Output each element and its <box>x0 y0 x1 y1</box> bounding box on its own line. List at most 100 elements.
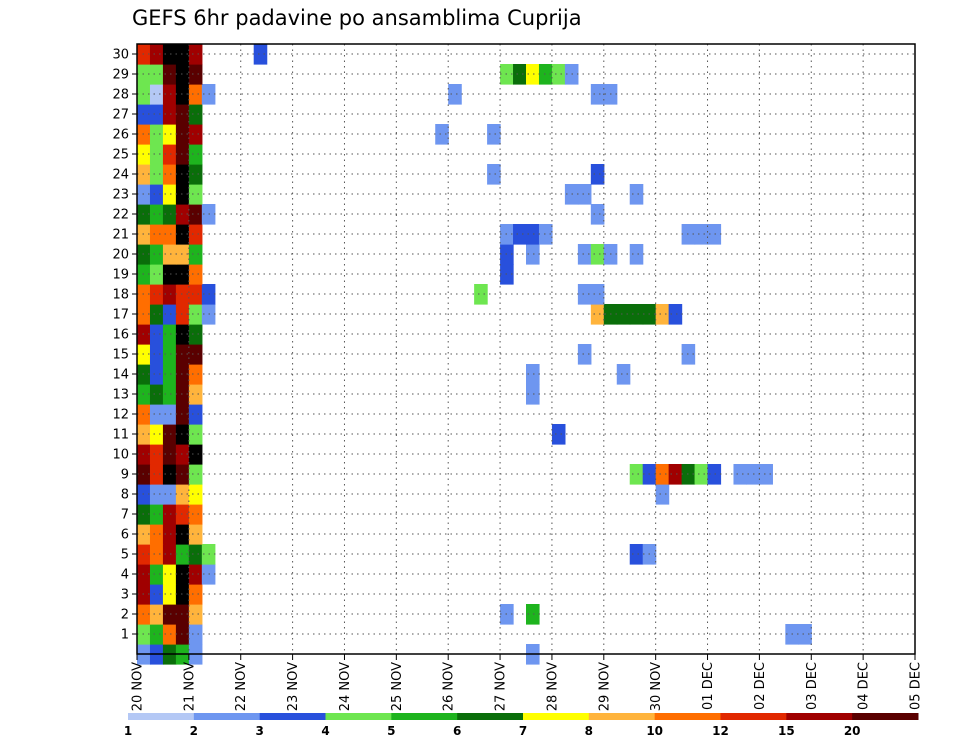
x-tick-label: 21 NOV <box>182 662 197 711</box>
heatmap-cell <box>162 384 177 405</box>
heatmap-cell <box>188 324 203 345</box>
heatmap-cell <box>162 344 177 365</box>
heatmap-cell <box>149 444 164 465</box>
heatmap-cell <box>162 364 177 385</box>
heatmap-cell <box>577 284 592 305</box>
heatmap-cell <box>162 544 177 565</box>
heatmap-cell <box>149 244 164 265</box>
heatmap-cell <box>538 224 553 245</box>
heatmap-cell <box>707 224 722 245</box>
heatmap-cell <box>162 604 177 625</box>
heatmap-cell <box>162 624 177 645</box>
y-tick-label: 8 <box>121 488 129 503</box>
colorbar-swatch <box>852 713 919 720</box>
heatmap-cell <box>577 244 592 265</box>
heatmap-cell <box>162 584 177 605</box>
heatmap-cell <box>435 124 449 145</box>
x-tick-label: 26 NOV <box>442 662 457 711</box>
y-tick-label: 30 <box>112 48 129 63</box>
heatmap-cell <box>149 44 164 65</box>
heatmap-cell <box>188 524 203 545</box>
x-tick-label: 28 NOV <box>545 662 560 711</box>
x-tick-label: 29 NOV <box>597 662 612 711</box>
heatmap-cell <box>149 304 164 325</box>
heatmap-cell <box>162 44 177 65</box>
heatmap-cell <box>188 184 203 205</box>
heatmap-cell <box>175 564 190 585</box>
colorbar-swatch <box>325 713 392 720</box>
heatmap-cell <box>149 264 164 285</box>
y-tick-label: 2 <box>121 608 129 623</box>
heatmap-cell <box>694 464 709 485</box>
heatmap-cell <box>629 544 644 565</box>
heatmap-cell <box>733 464 748 485</box>
heatmap-cell <box>175 624 190 645</box>
heatmap-cell <box>175 204 190 225</box>
heatmap-cell <box>175 264 190 285</box>
heatmap-cell <box>162 264 177 285</box>
heatmap-cell <box>162 144 177 165</box>
heatmap-cell <box>526 604 540 625</box>
heatmap-cell <box>188 304 203 325</box>
heatmap-cell <box>616 304 631 325</box>
heatmap-cell <box>188 204 203 225</box>
colorbar-label: 15 <box>778 724 795 738</box>
colorbar-label: 4 <box>321 724 329 738</box>
x-tick-label: 25 NOV <box>390 662 405 711</box>
heatmap-cell <box>188 224 203 245</box>
heatmap-cell <box>162 184 177 205</box>
heatmap-cell <box>175 524 190 545</box>
heatmap-cell <box>175 584 190 605</box>
heatmap-cell <box>188 624 203 645</box>
y-tick-label: 7 <box>121 508 129 523</box>
heatmap-cell <box>188 84 203 105</box>
heatmap-cell <box>175 44 190 65</box>
heatmap-cell <box>162 304 177 325</box>
y-tick-label: 14 <box>112 368 129 383</box>
heatmap-cell <box>694 224 709 245</box>
heatmap-cell <box>188 44 203 65</box>
heatmap-cell <box>149 84 164 105</box>
heatmap-cell <box>551 64 566 85</box>
heatmap-cell <box>175 164 190 185</box>
heatmap-cell <box>175 224 190 245</box>
heatmap-cell <box>149 184 164 205</box>
plot-frame <box>136 43 916 655</box>
heatmap-cell <box>175 344 190 365</box>
heatmap-cell <box>188 424 203 445</box>
colorbar-label: 8 <box>585 724 593 738</box>
heatmap-cell <box>526 384 540 405</box>
heatmap-cell <box>590 244 605 265</box>
y-tick-label: 25 <box>112 148 129 163</box>
colorbar-label: 7 <box>519 724 527 738</box>
heatmap-cell <box>188 264 203 285</box>
heatmap-cell <box>707 464 722 485</box>
heatmap-cell <box>513 224 527 245</box>
heatmap-cell <box>188 544 203 565</box>
heatmap-cell <box>474 284 488 305</box>
heatmap-cell <box>175 304 190 325</box>
heatmap-cell <box>668 304 683 325</box>
heatmap-cell <box>513 64 527 85</box>
grid-lines <box>137 44 915 654</box>
y-tick-label: 13 <box>112 388 129 403</box>
heatmap-cell <box>590 204 605 225</box>
heatmap-cell <box>188 344 203 365</box>
heatmap-cell <box>175 124 190 145</box>
colorbar-swatch <box>128 713 195 720</box>
heatmap-cell <box>175 184 190 205</box>
heatmap-cell <box>149 504 164 525</box>
y-tick-label: 29 <box>112 68 129 83</box>
x-tick-label: 24 NOV <box>338 662 353 711</box>
heatmap-cell <box>188 144 203 165</box>
heatmap-cell <box>149 544 164 565</box>
heatmap-cell <box>175 464 190 485</box>
chart-title: GEFS 6hr padavine po ansamblima Cuprija <box>132 6 582 30</box>
x-tick-label: 22 NOV <box>234 662 249 711</box>
heatmap-cell <box>668 464 683 485</box>
heatmap-cell <box>188 444 203 465</box>
heatmap-cell <box>162 324 177 345</box>
heatmap-cell <box>162 524 177 545</box>
heatmap-cell <box>616 364 631 385</box>
y-tick-label: 4 <box>121 568 129 583</box>
